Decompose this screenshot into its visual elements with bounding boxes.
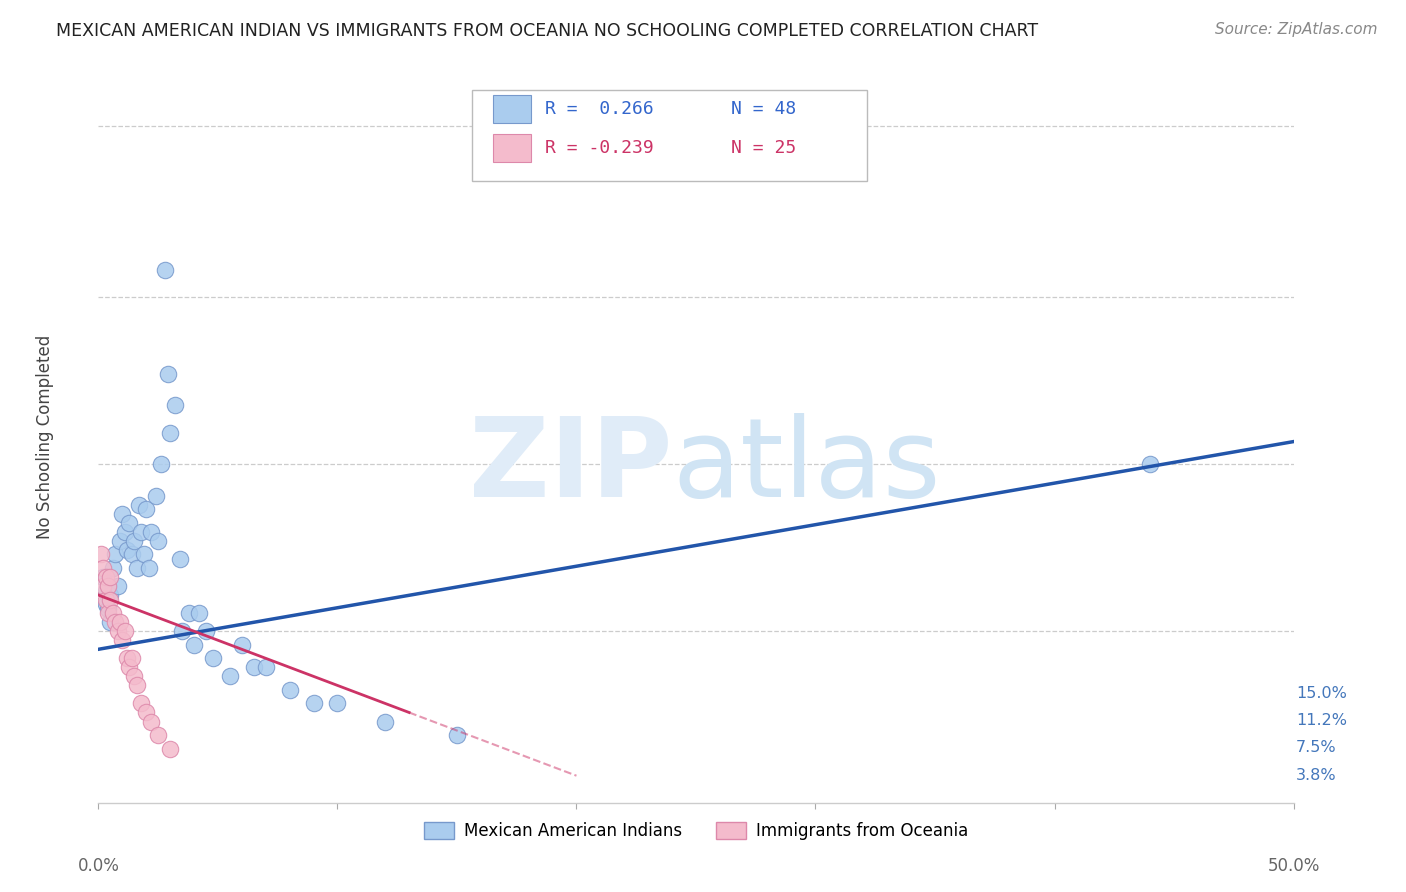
Point <box>97 601 120 615</box>
Point <box>98 570 122 584</box>
Point <box>91 561 114 575</box>
Text: N = 25: N = 25 <box>731 139 796 157</box>
Point <box>107 624 129 639</box>
Point <box>302 697 325 711</box>
Point <box>104 548 127 562</box>
Point <box>159 741 181 756</box>
Point <box>108 615 131 630</box>
Text: 3.8%: 3.8% <box>1296 767 1337 782</box>
Point <box>121 548 143 562</box>
Point <box>195 624 218 639</box>
Point <box>183 638 205 652</box>
Point <box>202 651 225 665</box>
Point <box>101 561 124 575</box>
Point <box>114 524 136 539</box>
Point <box>108 533 131 548</box>
Point <box>148 533 170 548</box>
Point <box>111 633 134 648</box>
Text: Source: ZipAtlas.com: Source: ZipAtlas.com <box>1215 22 1378 37</box>
Point <box>148 728 170 742</box>
Point <box>187 606 209 620</box>
Point <box>131 524 153 539</box>
Text: N = 48: N = 48 <box>731 100 796 118</box>
Point <box>97 579 120 593</box>
Point <box>125 561 148 575</box>
Point <box>156 367 179 381</box>
Point <box>97 606 120 620</box>
Point <box>155 263 177 277</box>
Point <box>172 624 194 639</box>
Point <box>104 615 127 630</box>
Point <box>132 548 155 562</box>
Text: 50.0%: 50.0% <box>1267 857 1320 875</box>
Point <box>124 533 146 548</box>
Point <box>131 697 153 711</box>
Point <box>94 597 117 611</box>
Text: ZIP: ZIP <box>468 413 672 520</box>
Text: 15.0%: 15.0% <box>1296 686 1347 700</box>
Point <box>163 399 186 413</box>
Point <box>91 570 114 584</box>
Point <box>118 660 141 674</box>
Point <box>90 548 112 562</box>
Point <box>111 507 134 521</box>
Point <box>91 579 114 593</box>
Text: 7.5%: 7.5% <box>1296 740 1337 756</box>
Point <box>138 561 160 575</box>
Point <box>254 660 277 674</box>
Point <box>159 425 181 440</box>
Point <box>115 651 138 665</box>
Point <box>135 502 157 516</box>
Point <box>94 570 117 584</box>
Point <box>149 457 172 471</box>
Point <box>94 592 117 607</box>
Legend: Mexican American Indians, Immigrants from Oceania: Mexican American Indians, Immigrants fro… <box>418 815 974 847</box>
Point <box>114 624 136 639</box>
Bar <box>494 95 531 123</box>
Text: atlas: atlas <box>672 413 941 520</box>
Text: 11.2%: 11.2% <box>1296 714 1347 729</box>
Point <box>107 579 129 593</box>
Text: No Schooling Completed: No Schooling Completed <box>35 335 53 539</box>
Point <box>125 678 148 692</box>
Point <box>101 606 124 620</box>
Point <box>1139 457 1161 471</box>
Text: MEXICAN AMERICAN INDIAN VS IMMIGRANTS FROM OCEANIA NO SCHOOLING COMPLETED CORREL: MEXICAN AMERICAN INDIAN VS IMMIGRANTS FR… <box>56 22 1039 40</box>
Point <box>94 583 117 598</box>
Text: R = -0.239: R = -0.239 <box>546 139 654 157</box>
Point <box>374 714 396 729</box>
Point <box>128 498 150 512</box>
Point <box>446 728 468 742</box>
Text: 0.0%: 0.0% <box>77 857 120 875</box>
Point <box>326 697 349 711</box>
Point <box>121 651 143 665</box>
Point <box>98 592 122 607</box>
Point <box>139 524 162 539</box>
Point <box>179 606 201 620</box>
Point <box>135 706 157 720</box>
Point <box>278 682 301 697</box>
Bar <box>494 135 531 162</box>
Point <box>98 615 122 630</box>
Point <box>219 669 242 683</box>
Point <box>231 638 253 652</box>
FancyBboxPatch shape <box>472 90 868 181</box>
Point <box>115 543 138 558</box>
Point <box>97 579 120 593</box>
Point <box>98 588 122 602</box>
Point <box>139 714 162 729</box>
Text: R =  0.266: R = 0.266 <box>546 100 654 118</box>
Point <box>169 552 191 566</box>
Point <box>243 660 266 674</box>
Point <box>145 489 167 503</box>
Point <box>124 669 146 683</box>
Point <box>118 516 141 530</box>
